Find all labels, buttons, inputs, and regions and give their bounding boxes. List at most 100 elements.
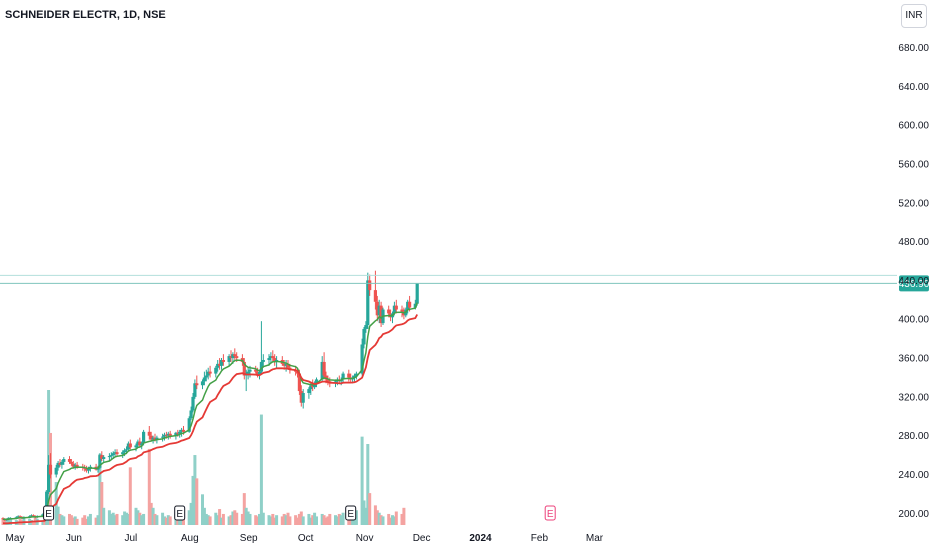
candle-body — [138, 441, 142, 446]
candle-body — [166, 433, 170, 436]
candle-body — [297, 373, 301, 392]
volume-bar — [218, 509, 222, 525]
candle-body — [235, 356, 239, 359]
candle-body — [324, 375, 328, 380]
candle-body — [233, 354, 237, 357]
candle-body — [373, 290, 377, 302]
volume-bar — [62, 516, 66, 525]
volume-bar — [107, 510, 111, 525]
candle-body — [100, 455, 104, 459]
volume-bar — [328, 513, 332, 525]
volume-bar — [125, 512, 128, 525]
volume-bar — [261, 512, 265, 525]
volume-bar — [41, 520, 45, 525]
volume-bar — [71, 517, 75, 525]
candle-body — [189, 410, 193, 419]
volume-bar — [242, 493, 246, 525]
symbol-title: SCHNEIDER ELECTR, 1D, NSE — [5, 9, 166, 21]
volume-bar — [334, 515, 337, 525]
volume-bar — [168, 516, 172, 525]
candle-body — [256, 371, 260, 376]
volume-bar — [7, 517, 11, 525]
candle-body — [314, 379, 319, 384]
y-axis-tick-label: 600.00 — [898, 121, 929, 132]
volume-bar — [126, 513, 130, 525]
candle-body — [69, 461, 73, 464]
candle-body — [187, 418, 191, 432]
volume-bar — [273, 517, 277, 525]
x-axis-tick-label: Aug — [181, 533, 199, 544]
volume-bar — [313, 512, 317, 525]
earnings-marker[interactable] — [174, 505, 186, 521]
volume-bar — [381, 516, 385, 525]
candle-body — [18, 516, 22, 518]
volume-bar — [155, 515, 159, 525]
candle-body — [246, 371, 250, 374]
volume-bar — [364, 507, 368, 525]
volume-bar — [389, 517, 393, 525]
candle-body — [149, 435, 153, 440]
candle-body — [311, 385, 315, 388]
x-axis-tick-label: Jul — [125, 533, 138, 544]
candle-body — [269, 356, 273, 359]
volume-bar — [96, 515, 100, 525]
candle-body — [56, 462, 60, 468]
y-axis-tick-label: 280.00 — [898, 431, 929, 442]
volume-bar — [320, 513, 324, 525]
volume-bar — [377, 512, 381, 525]
candle-body — [181, 429, 186, 432]
earnings-marker[interactable] — [544, 505, 556, 521]
candle-body — [151, 437, 155, 440]
candle-body — [347, 373, 351, 378]
currency-button[interactable]: INR — [901, 4, 927, 28]
volume-bar — [220, 517, 223, 525]
volume-bar — [147, 448, 151, 525]
last-price-label: 436.90 — [899, 279, 930, 290]
volume-bar — [297, 513, 301, 525]
volume-bar — [109, 513, 113, 525]
volume-bar — [94, 517, 98, 525]
y-axis-tick-label: 480.00 — [898, 237, 929, 248]
volume-bar — [142, 513, 146, 525]
earnings-marker-label: E — [547, 509, 554, 520]
volume-bar — [366, 444, 370, 525]
volume-bar — [368, 493, 372, 525]
volume-bar — [161, 512, 165, 525]
candle-body — [309, 385, 313, 390]
volume-bar — [123, 511, 127, 525]
volume-bar — [402, 507, 406, 525]
volume-bar — [102, 507, 106, 525]
candle-body — [271, 356, 275, 359]
volume-bar — [301, 516, 305, 525]
volume-bar — [128, 467, 132, 525]
candle-body — [354, 373, 358, 376]
x-axis-tick-label: Oct — [298, 533, 314, 544]
volume-bar — [204, 513, 208, 525]
x-axis-tick-label: Feb — [531, 533, 549, 544]
volume-bar — [259, 414, 263, 525]
candle-body — [322, 361, 326, 376]
earnings-marker[interactable] — [43, 505, 55, 521]
candle-body — [282, 363, 286, 366]
x-axis-tick-label: 2024 — [469, 533, 492, 544]
y-axis-tick-label: 560.00 — [898, 159, 929, 170]
volume-bar — [138, 512, 142, 525]
candle-body — [142, 431, 146, 444]
candle-body — [86, 468, 91, 471]
volume-bar — [69, 515, 73, 525]
volume-bar — [246, 511, 250, 525]
candle-body — [153, 437, 157, 440]
x-axis-tick-label: Jun — [66, 533, 82, 544]
candle-body — [195, 383, 199, 386]
last-price-label-bg — [899, 275, 929, 292]
y-axis-tick-label: 360.00 — [898, 354, 929, 365]
earnings-marker[interactable] — [345, 505, 357, 521]
candle-body — [248, 369, 252, 372]
candle-body — [366, 280, 370, 326]
candle-body — [48, 464, 53, 475]
candle-body — [242, 361, 246, 376]
candle-body — [134, 445, 138, 448]
candle-body — [200, 381, 205, 386]
candle-body — [47, 464, 51, 492]
